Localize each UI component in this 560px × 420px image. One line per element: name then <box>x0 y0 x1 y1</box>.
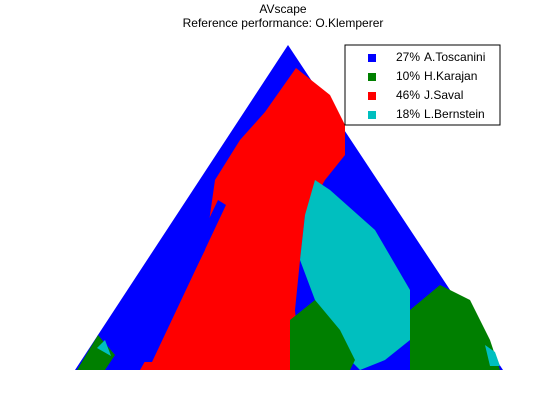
region-karajan <box>410 285 500 370</box>
region-karajan <box>77 335 115 370</box>
legend-name: L.Bernstein <box>424 107 485 121</box>
region-saval <box>140 68 345 370</box>
legend-share: 10% <box>396 69 420 83</box>
region-toscanini <box>141 200 226 362</box>
chart-title: AVscape <box>259 2 306 16</box>
legend: 27% A.Toscanini 10% H.Karajan 46% J.Saval 18% L… <box>344 44 501 126</box>
region-karajan <box>290 300 355 370</box>
chart-subtitle: Reference performance: O.Klemperer <box>183 16 384 30</box>
legend-share: 18% <box>396 107 420 121</box>
region-bernstein <box>485 345 500 366</box>
legend-label: 10% H.Karajan <box>396 69 477 83</box>
region-bernstein <box>97 340 111 356</box>
legend-marker <box>368 73 376 81</box>
legend-name: J.Saval <box>424 88 463 102</box>
legend-label: 46% J.Saval <box>396 88 463 102</box>
legend-share: 27% <box>396 50 420 64</box>
legend-name: H.Karajan <box>424 69 477 83</box>
legend-marker <box>368 92 376 100</box>
legend-name: A.Toscanini <box>424 50 485 64</box>
legend-label: 27% A.Toscanini <box>396 50 485 64</box>
legend-share: 46% <box>396 88 420 102</box>
legend-marker <box>368 111 376 119</box>
legend-label: 18% L.Bernstein <box>396 107 485 121</box>
scape <box>75 45 503 370</box>
legend-marker <box>368 54 376 62</box>
